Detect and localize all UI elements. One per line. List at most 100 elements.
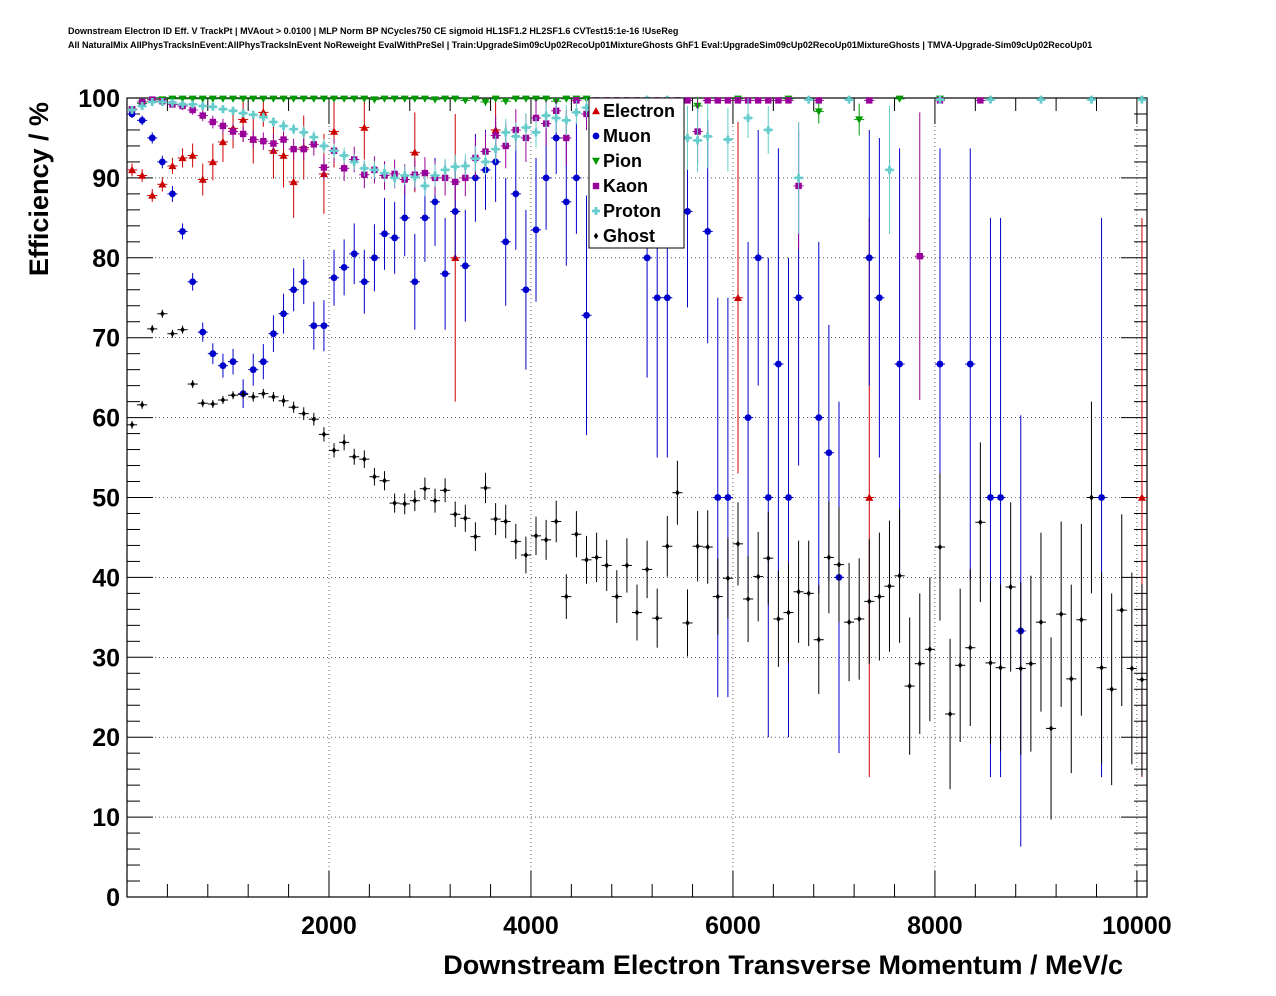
ghost-marker: [402, 500, 407, 508]
muon-marker: [421, 214, 429, 222]
ghost-marker: [957, 662, 963, 669]
kaon-marker: [815, 97, 822, 104]
proton-point: [440, 158, 451, 182]
pion-marker: [521, 95, 530, 103]
muon-marker: [169, 190, 176, 198]
muon-marker: [340, 263, 348, 271]
ghost-marker: [715, 593, 720, 600]
muon-point: [389, 201, 400, 274]
pion-marker: [269, 95, 278, 103]
muon-marker: [138, 116, 146, 124]
proton-point: [248, 110, 259, 119]
muon-marker: [764, 494, 772, 501]
proton-point: [844, 95, 855, 104]
y-tick-label: 40: [92, 564, 120, 592]
ghost-marker: [816, 636, 821, 643]
ghost-marker: [1069, 675, 1074, 683]
proton-marker: [138, 101, 147, 110]
proton-marker: [410, 173, 419, 182]
ghost-marker: [493, 515, 498, 523]
proton-marker: [208, 102, 217, 111]
ghost-marker: [745, 595, 751, 603]
ghost-point: [1015, 582, 1026, 755]
proton-point: [884, 105, 895, 234]
ghost-marker: [755, 573, 761, 580]
kaon-point: [217, 118, 228, 134]
muon-point: [217, 353, 228, 378]
muon-marker: [532, 226, 540, 234]
muon-point: [298, 259, 309, 305]
ghost-point: [1106, 593, 1117, 786]
muon-point: [783, 257, 794, 738]
proton-point: [1035, 95, 1047, 104]
ghost-marker: [917, 660, 922, 667]
muon-point: [248, 353, 259, 386]
pion-marker: [299, 95, 308, 103]
pion-point: [520, 95, 531, 103]
kaon-marker: [452, 178, 459, 186]
kaon-marker: [300, 145, 307, 153]
muon-point: [137, 115, 148, 126]
legend-electron-label: Electron: [603, 101, 675, 121]
ghost-marker: [150, 325, 155, 333]
pion-marker: [441, 95, 450, 103]
proton-marker: [471, 154, 480, 163]
ghost-point: [429, 488, 441, 513]
y-tick-label: 0: [106, 884, 120, 912]
ghost-point: [793, 540, 804, 643]
ghost-point: [389, 493, 400, 513]
ghost-marker: [1129, 665, 1135, 672]
ghost-point: [217, 396, 228, 405]
pion-marker: [188, 95, 197, 103]
ghost-point: [965, 569, 976, 727]
pion-marker: [178, 95, 187, 103]
ghost-marker: [927, 646, 933, 653]
proton-marker: [400, 171, 409, 180]
muon-marker: [371, 254, 378, 262]
ghost-marker: [311, 415, 317, 423]
ghost-point: [470, 522, 481, 552]
ghost-point: [238, 390, 249, 399]
muon-marker: [391, 234, 399, 242]
ghost-marker: [432, 497, 438, 504]
ghost-marker: [978, 519, 983, 526]
electron-marker: [208, 157, 217, 166]
pion-marker: [491, 95, 500, 103]
proton-marker: [542, 111, 551, 120]
pion-marker: [350, 95, 359, 103]
pion-point: [328, 95, 340, 103]
pion-marker: [198, 95, 207, 103]
ghost-point: [258, 388, 269, 399]
proton-point: [238, 109, 249, 118]
kaon-marker: [684, 97, 691, 104]
ghost-point: [995, 584, 1006, 751]
pion-point: [894, 95, 905, 103]
y-tick-label: 60: [92, 405, 120, 433]
proton-marker: [986, 95, 995, 104]
pion-marker: [279, 95, 288, 103]
muon-point: [965, 148, 976, 580]
electron-marker: [158, 180, 167, 188]
ghost-marker: [251, 393, 256, 401]
muon-point: [571, 121, 582, 234]
ghost-marker: [604, 562, 609, 569]
ghost-point: [318, 427, 329, 442]
pion-marker: [855, 116, 864, 124]
kaon-marker: [785, 97, 792, 104]
proton-point: [763, 105, 774, 154]
muon-point: [349, 223, 360, 285]
ghost-point: [945, 638, 956, 790]
ghost-point: [642, 540, 653, 599]
muon-point: [207, 343, 218, 365]
ghost-marker: [180, 326, 185, 333]
ghost-point: [783, 563, 794, 663]
ghost-marker: [564, 593, 569, 600]
legend-kaon-label: Kaon: [603, 176, 648, 196]
ghost-marker: [412, 497, 418, 504]
muon-marker: [865, 254, 873, 262]
muon-marker: [209, 350, 217, 358]
legend-muon-label: Muon: [603, 126, 651, 146]
kaon-marker: [290, 145, 297, 153]
ghost-point: [551, 500, 562, 543]
kaon-marker: [765, 97, 772, 104]
